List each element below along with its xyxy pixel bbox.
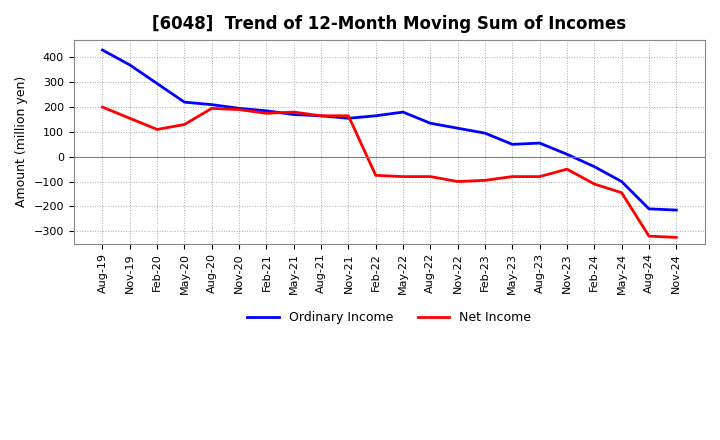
Net Income: [536, 174, 544, 179]
Ordinary Income: [207, 102, 216, 107]
Net Income: [399, 174, 408, 179]
Net Income: [454, 179, 462, 184]
Ordinary Income: [617, 179, 626, 184]
Net Income: [672, 235, 680, 240]
Ordinary Income: [125, 62, 134, 68]
Line: Ordinary Income: Ordinary Income: [102, 50, 676, 210]
Net Income: [508, 174, 517, 179]
Ordinary Income: [98, 48, 107, 53]
Ordinary Income: [153, 81, 161, 86]
Ordinary Income: [454, 125, 462, 131]
Net Income: [644, 234, 653, 239]
Ordinary Income: [590, 164, 598, 169]
Ordinary Income: [399, 110, 408, 115]
Net Income: [235, 107, 243, 112]
Net Income: [590, 181, 598, 187]
Net Income: [481, 178, 490, 183]
Legend: Ordinary Income, Net Income: Ordinary Income, Net Income: [243, 306, 536, 329]
Y-axis label: Amount (million yen): Amount (million yen): [15, 76, 28, 208]
Ordinary Income: [180, 99, 189, 105]
Ordinary Income: [317, 113, 325, 118]
Net Income: [125, 116, 134, 121]
Ordinary Income: [372, 113, 380, 118]
Net Income: [180, 122, 189, 127]
Ordinary Income: [672, 207, 680, 213]
Ordinary Income: [289, 112, 298, 117]
Net Income: [98, 104, 107, 110]
Ordinary Income: [536, 140, 544, 146]
Ordinary Income: [426, 121, 435, 126]
Net Income: [262, 111, 271, 116]
Ordinary Income: [508, 142, 517, 147]
Ordinary Income: [344, 116, 353, 121]
Net Income: [207, 106, 216, 111]
Ordinary Income: [235, 106, 243, 111]
Net Income: [317, 113, 325, 118]
Net Income: [289, 110, 298, 115]
Ordinary Income: [563, 152, 572, 157]
Net Income: [426, 174, 435, 179]
Title: [6048]  Trend of 12-Month Moving Sum of Incomes: [6048] Trend of 12-Month Moving Sum of I…: [153, 15, 626, 33]
Net Income: [153, 127, 161, 132]
Net Income: [344, 113, 353, 118]
Ordinary Income: [481, 131, 490, 136]
Line: Net Income: Net Income: [102, 107, 676, 238]
Net Income: [372, 173, 380, 178]
Net Income: [617, 190, 626, 195]
Ordinary Income: [644, 206, 653, 212]
Net Income: [563, 166, 572, 172]
Ordinary Income: [262, 108, 271, 114]
